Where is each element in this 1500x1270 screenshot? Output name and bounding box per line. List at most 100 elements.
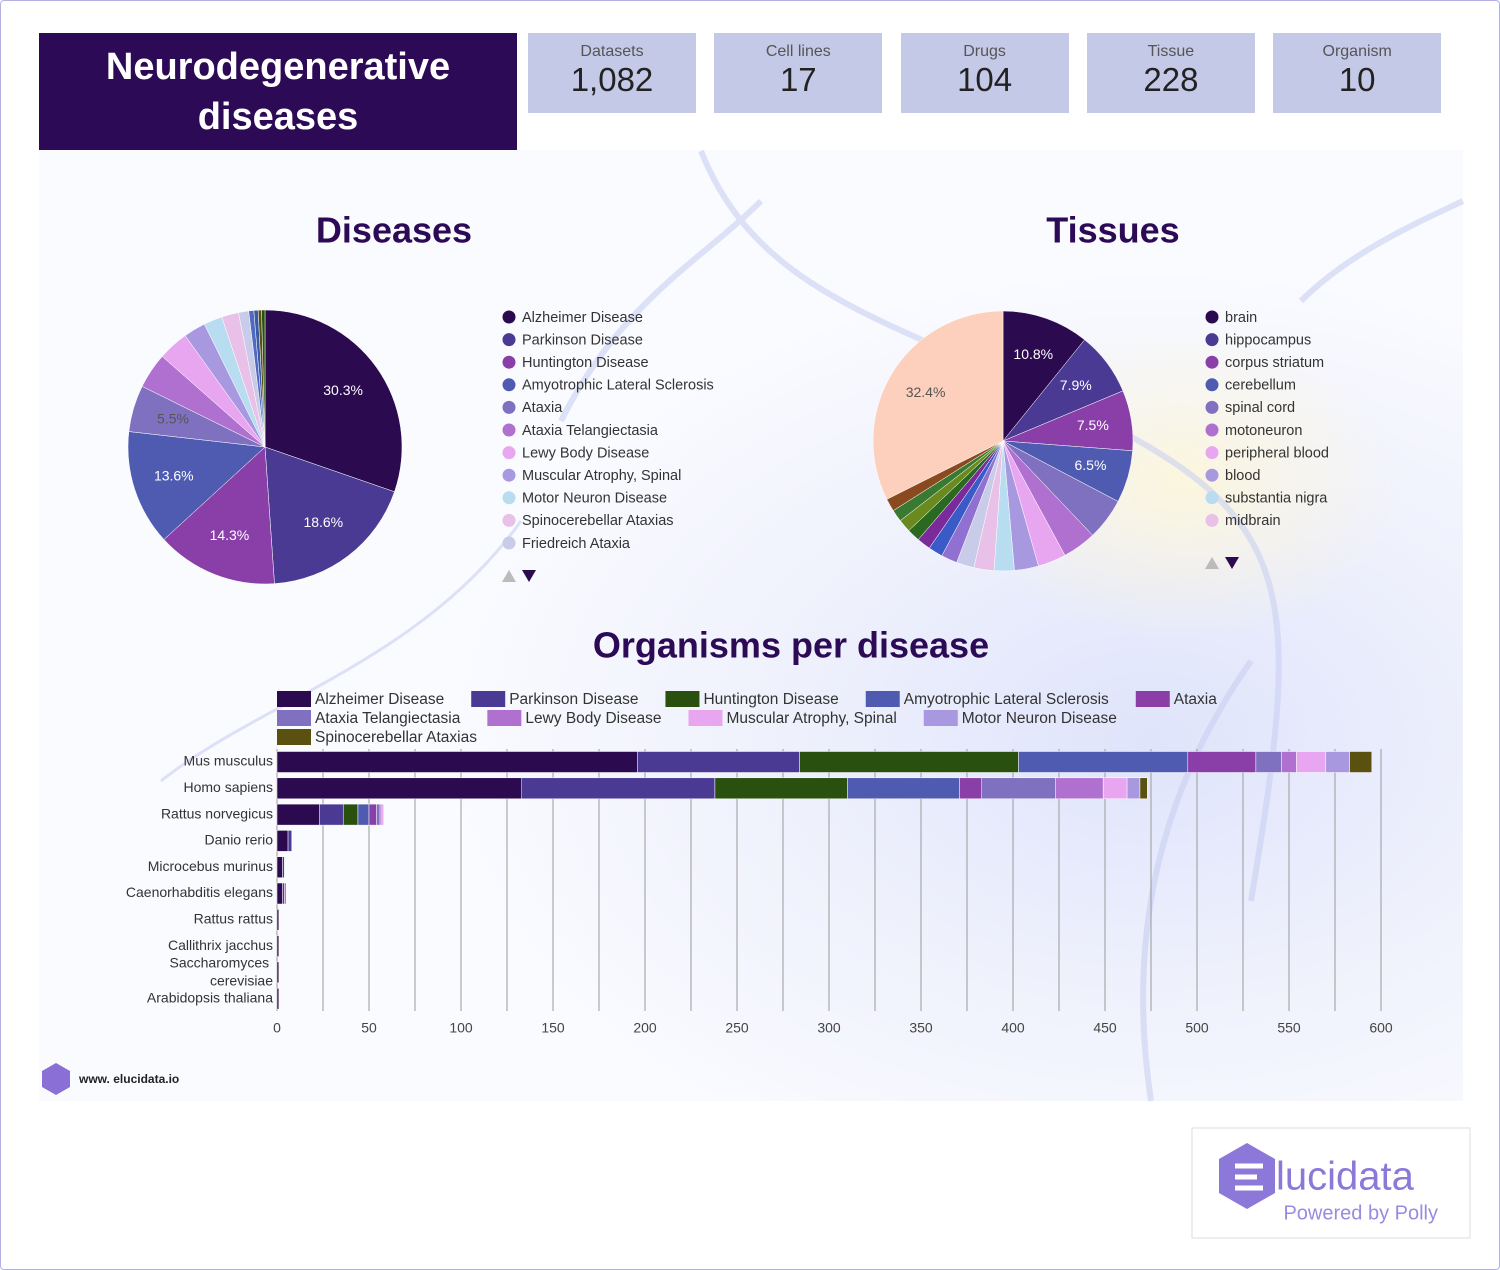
legend-label: brain (1225, 310, 1257, 326)
slice-label: 18.6% (303, 514, 343, 530)
legend-label: hippocampus (1225, 332, 1311, 348)
bar-segment (276, 803, 320, 826)
legend-label: motoneuron (1225, 423, 1302, 439)
chart-title: Tissues (1046, 210, 1179, 251)
stat-value: 17 (779, 61, 817, 98)
legend-swatch (865, 691, 900, 707)
bar-segment (342, 803, 359, 826)
legend-label: Ataxia (522, 400, 563, 416)
legend-marker (502, 491, 516, 505)
y-tick-label: Caenorhabditis elegans (126, 884, 273, 900)
legend-label: Parkinson Disease (509, 691, 638, 708)
bar-segment (799, 751, 1019, 773)
bar-segment (1018, 751, 1189, 773)
bar-segment (521, 777, 716, 800)
bar-segment (276, 830, 289, 852)
pie-slice (127, 431, 266, 540)
stat-value: 104 (957, 61, 1013, 98)
legend-page-down[interactable] (1225, 557, 1239, 569)
legend-label: spinal cord (1225, 400, 1295, 416)
legend-marker (1205, 513, 1219, 527)
x-tick-label: 400 (1001, 1020, 1025, 1036)
bar-segment (276, 882, 283, 905)
x-tick-label: 150 (541, 1020, 565, 1036)
x-tick-label: 550 (1277, 1020, 1301, 1036)
bar-segment (284, 882, 287, 905)
y-tick-label: Rattus norvegicus (161, 805, 273, 821)
bar-segment (276, 987, 280, 1010)
slice-label: 6.5% (1075, 457, 1107, 473)
legend-label: Ataxia (1174, 691, 1217, 708)
slice-label: 32.4% (906, 384, 946, 400)
bar-segment (1187, 751, 1257, 773)
chart-title: Organisms per disease (593, 625, 989, 666)
bar-segment (1255, 751, 1282, 773)
y-tick-label: Danio rerio (205, 832, 274, 848)
bar-segment (1281, 751, 1297, 773)
y-tick-label: Callithrix jacchus (168, 937, 273, 953)
bar-segment (714, 777, 848, 800)
legend-label: Lewy Body Disease (522, 445, 649, 461)
bar-segment (637, 751, 800, 773)
legend-marker (1205, 355, 1219, 369)
x-tick-label: 200 (633, 1020, 657, 1036)
y-tick-label: Homo sapiens (184, 779, 274, 795)
legend-label: cerebellum (1225, 378, 1296, 394)
bar-segment (282, 882, 285, 905)
x-tick-label: 100 (449, 1020, 473, 1036)
bar-segment (276, 935, 280, 957)
brand-tagline: Powered by Polly (1283, 1202, 1438, 1224)
slice-label: 7.5% (1077, 417, 1109, 433)
legend-marker (502, 355, 516, 369)
legend-label: Huntington Disease (703, 691, 838, 708)
legend-label: Alzheimer Disease (522, 310, 643, 326)
legend-swatch (665, 691, 700, 707)
y-tick-label: Saccharomyces cerevisiae (170, 954, 274, 988)
legend-marker (1205, 491, 1219, 505)
legend-marker (502, 378, 516, 392)
legend-marker (1205, 378, 1219, 392)
stat-label: Datasets (580, 43, 644, 60)
stat-card: Organism 10 (1273, 33, 1442, 113)
bar-segment (276, 777, 522, 800)
stat-value: 1,082 (570, 61, 654, 98)
chart-title: Diseases (316, 210, 472, 251)
x-tick-label: 50 (361, 1020, 377, 1036)
x-tick-label: 350 (909, 1020, 933, 1036)
legend-marker (502, 333, 516, 347)
legend-label: midbrain (1225, 513, 1281, 529)
legend-label: Spinocerebellar Ataxias (522, 513, 674, 529)
logo-small (42, 1063, 70, 1095)
legend-label: Ataxia Telangiectasia (522, 423, 659, 439)
x-tick-label: 450 (1093, 1020, 1117, 1036)
bar-segment (959, 777, 982, 800)
legend-page-up[interactable] (502, 570, 516, 582)
legend-marker (502, 536, 516, 550)
stat-label: Tissue (1147, 43, 1195, 60)
legend-label: Ataxia Telangiectasia (315, 710, 461, 727)
bar-segment (1055, 777, 1104, 800)
slice-label: 14.3% (210, 527, 250, 543)
footer-url[interactable]: www. elucidata.io (78, 1072, 179, 1086)
legend-page-down[interactable] (522, 570, 536, 582)
bar-segment (357, 803, 370, 826)
bar-segment (1102, 777, 1128, 800)
x-tick-label: 0 (273, 1020, 281, 1036)
legend-swatch (688, 710, 723, 726)
legend-label: corpus striatum (1225, 355, 1324, 371)
legend-page-up[interactable] (1205, 557, 1219, 569)
label-line: cerevisiae (210, 972, 273, 988)
x-tick-label: 500 (1185, 1020, 1209, 1036)
stat-value: 228 (1143, 61, 1199, 98)
bar-segment (276, 909, 280, 931)
legend-label: Motor Neuron Disease (522, 491, 667, 507)
legend-marker (502, 513, 516, 527)
legend-label: Huntington Disease (522, 355, 649, 371)
y-tick-label: Rattus rattus (194, 911, 273, 927)
legend-marker (1205, 468, 1219, 482)
legend-label: Spinocerebellar Ataxias (315, 729, 477, 746)
legend-marker (1205, 310, 1219, 324)
legend-label: substantia nigra (1225, 491, 1328, 507)
slice-label: 30.3% (323, 382, 363, 398)
bar-segment (847, 777, 960, 800)
